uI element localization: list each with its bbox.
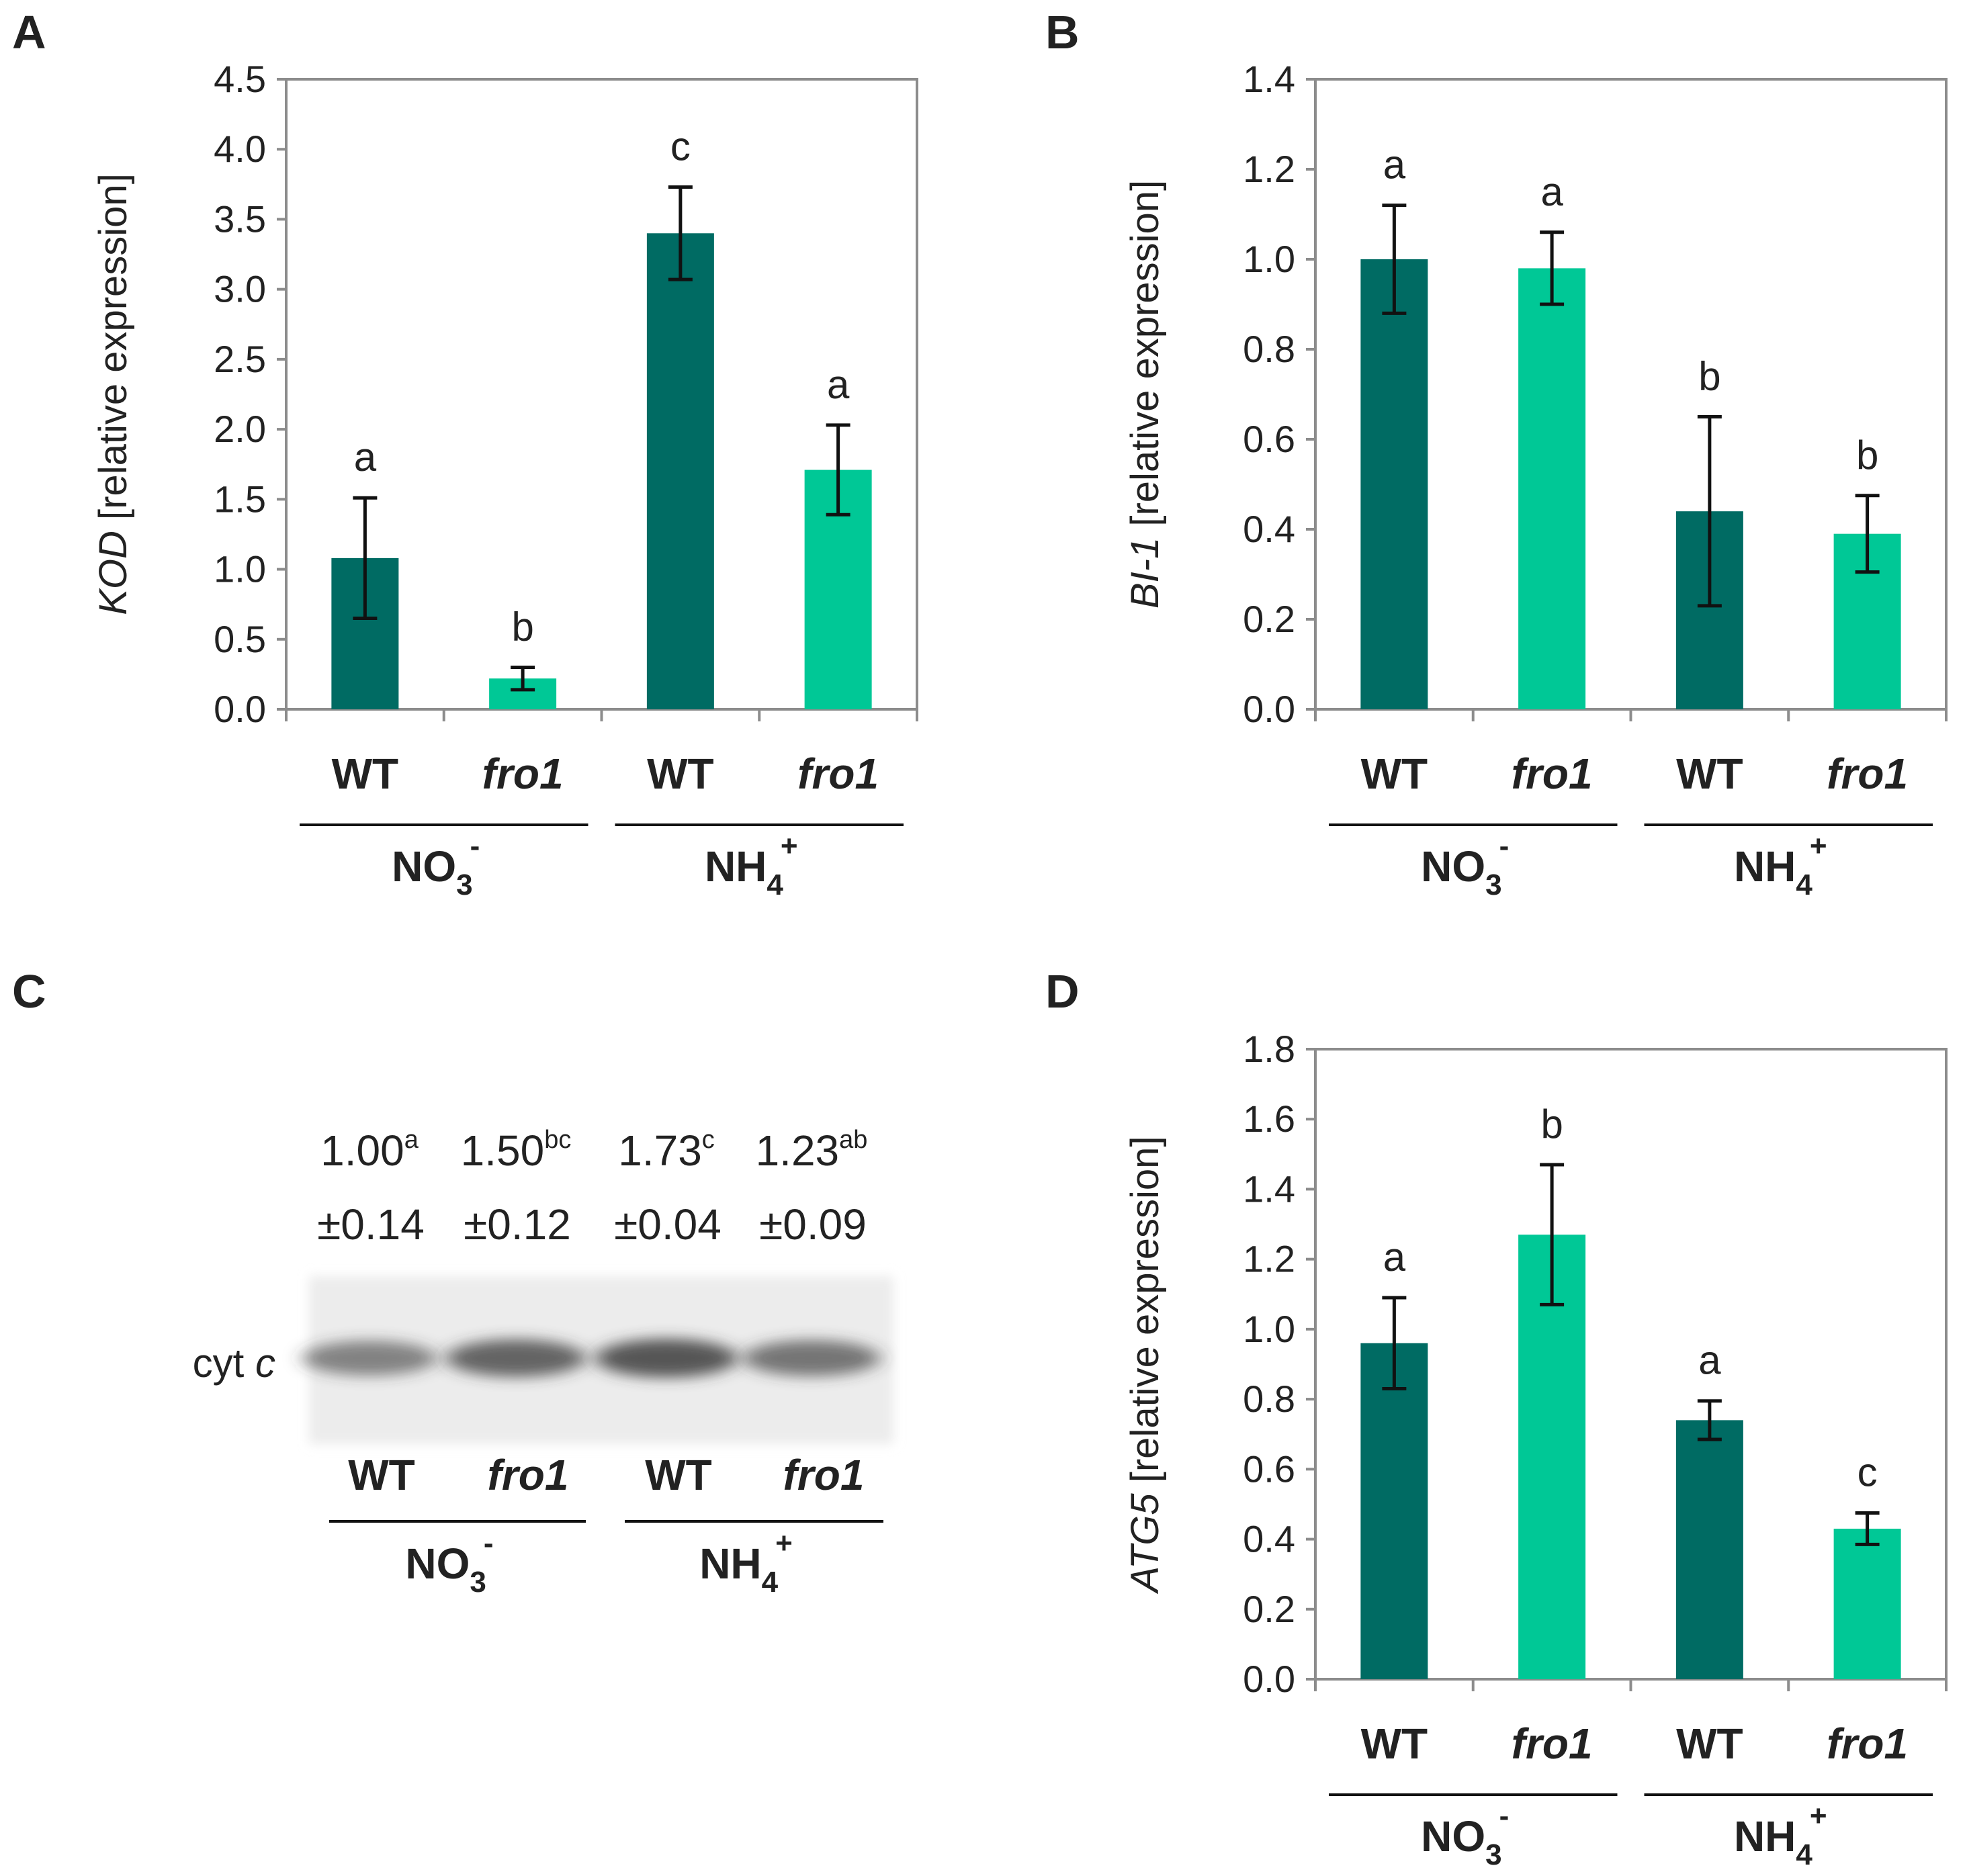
cytc-band <box>446 1339 586 1377</box>
group-label-nh4: NH4+ <box>1734 1799 1827 1871</box>
significance-letter: b <box>1540 1102 1563 1147</box>
group-label-nh4: NH4+ <box>1734 830 1827 901</box>
significance-letter: b <box>1698 354 1720 399</box>
y-tick-label: 0.0 <box>214 688 266 730</box>
quant-value: 1.50bc <box>461 1126 572 1175</box>
category-label: fro1 <box>797 750 879 798</box>
cytc-band <box>743 1340 880 1376</box>
y-tick-label: 0.6 <box>1243 1447 1295 1490</box>
cytc-western-blot: 1.00a ±0.14 1.50bc ±0.12 1.73c ±0.04 1.23ab ±0.… <box>193 1126 893 1599</box>
y-tick-label: 1.0 <box>214 548 266 590</box>
y-tick-label: 1.4 <box>1243 1167 1295 1210</box>
lane-label: fro1 <box>783 1451 865 1499</box>
significance-letter: c <box>670 124 691 169</box>
quant-value: 1.23ab <box>756 1126 868 1175</box>
y-tick-label: 2.0 <box>214 408 266 450</box>
significance-letter: b <box>1856 433 1878 478</box>
y-axis-label: BI-1 [relative expression] <box>1123 180 1167 609</box>
lane-label: WT <box>348 1451 415 1499</box>
category-label: fro1 <box>1512 750 1593 798</box>
bar-wt-no3 <box>1360 259 1428 709</box>
quant-sd: ±0.12 <box>464 1200 571 1249</box>
y-tick-label: 1.0 <box>1243 238 1295 280</box>
quant-value: 1.73c <box>618 1126 715 1175</box>
category-label: WT <box>1676 1719 1743 1768</box>
category-label: fro1 <box>1512 1719 1593 1768</box>
y-tick-label: 0.4 <box>1243 1518 1295 1560</box>
significance-letter: a <box>1698 1338 1721 1383</box>
panel-letter-a: A <box>12 6 46 58</box>
cytc-band <box>595 1339 738 1378</box>
panel-letter-b: B <box>1045 6 1080 58</box>
quant-sd: ±0.04 <box>614 1200 722 1249</box>
group-label-no3: NO3- <box>392 830 480 901</box>
bar-fro1-no3 <box>1518 1235 1586 1679</box>
significance-letter: a <box>354 435 377 480</box>
kod-bar-chart: 0.0 0.5 1.0 1.5 2.0 2.5 3.0 3.5 4.0 4.5 a WT b fro1 c W… <box>91 58 918 901</box>
y-tick-label: 0.0 <box>1243 688 1295 730</box>
category-label: WT <box>332 750 399 798</box>
y-tick-label: 4.5 <box>214 58 266 100</box>
category-label: WT <box>647 750 714 798</box>
bar-wt-nh4 <box>646 233 714 709</box>
bar-fro1-no3 <box>1518 268 1586 709</box>
y-tick-label: 0.4 <box>1243 508 1295 550</box>
y-tick-label: 1.6 <box>1243 1098 1295 1140</box>
group-label-nh4: NH4+ <box>699 1527 793 1599</box>
y-tick-label: 0.2 <box>1243 1588 1295 1630</box>
group-label-nh4: NH4+ <box>705 830 798 901</box>
significance-letter: c <box>1857 1449 1878 1494</box>
significance-letter: a <box>1383 1235 1406 1280</box>
quant-sd: ±0.09 <box>759 1200 867 1249</box>
group-label-no3: NO3- <box>405 1527 493 1599</box>
bi1-bar-chart: 0.0 0.2 0.4 0.6 0.8 1.0 1.2 1.4 a WT a fro1 b WT b fro1… <box>1123 58 1948 901</box>
y-tick-label: 1.2 <box>1243 148 1295 190</box>
bar-wt-nh4 <box>1675 1420 1743 1679</box>
y-tick-label: 0.2 <box>1243 598 1295 640</box>
lane-label: WT <box>645 1451 712 1499</box>
y-axis-label: ATG5 [relative expression] <box>1123 1136 1167 1594</box>
significance-letter: b <box>511 604 533 649</box>
y-tick-label: 4.0 <box>214 128 266 170</box>
y-tick-label: 1.2 <box>1243 1238 1295 1280</box>
y-tick-label: 1.5 <box>214 478 266 520</box>
category-label: WT <box>1361 1719 1428 1768</box>
quant-value: 1.00a <box>320 1126 419 1175</box>
category-label: fro1 <box>1827 750 1908 798</box>
y-tick-label: 0.6 <box>1243 418 1295 460</box>
quant-sd: ±0.14 <box>317 1200 425 1249</box>
y-tick-label: 2.5 <box>214 338 266 380</box>
y-axis-label: KOD [relative expression] <box>91 173 135 615</box>
atg5-bar-chart: 0.0 0.2 0.4 0.6 0.8 1.0 1.2 1.4 1.6 1.8 a WT b fro1 a W… <box>1123 1028 1948 1871</box>
group-label-no3: NO3- <box>1421 1799 1509 1871</box>
lane-label: fro1 <box>488 1451 569 1499</box>
bar-wt-no3 <box>1360 1343 1428 1679</box>
y-tick-label: 0.5 <box>214 618 266 660</box>
y-tick-label: 1.0 <box>1243 1308 1295 1350</box>
category-label: fro1 <box>482 750 564 798</box>
group-label-no3: NO3- <box>1421 830 1509 901</box>
y-tick-label: 0.0 <box>1243 1658 1295 1700</box>
panel-letter-d: D <box>1045 965 1080 1018</box>
bar-fro1-nh4 <box>1833 1528 1901 1679</box>
y-tick-label: 0.8 <box>1243 328 1295 370</box>
significance-letter: a <box>1540 169 1563 214</box>
category-label: WT <box>1676 750 1743 798</box>
y-tick-label: 3.5 <box>214 197 266 240</box>
significance-letter: a <box>1383 142 1406 187</box>
y-tick-label: 0.8 <box>1243 1378 1295 1420</box>
y-tick-label: 1.8 <box>1243 1028 1295 1070</box>
panel-letter-c: C <box>12 965 46 1018</box>
y-tick-label: 1.4 <box>1243 58 1295 100</box>
significance-letter: a <box>827 362 850 407</box>
cytc-band <box>302 1341 437 1376</box>
blot-label: cyt c <box>193 1341 275 1386</box>
category-label: fro1 <box>1827 1719 1908 1768</box>
category-label: WT <box>1361 750 1428 798</box>
y-tick-label: 3.0 <box>214 268 266 310</box>
